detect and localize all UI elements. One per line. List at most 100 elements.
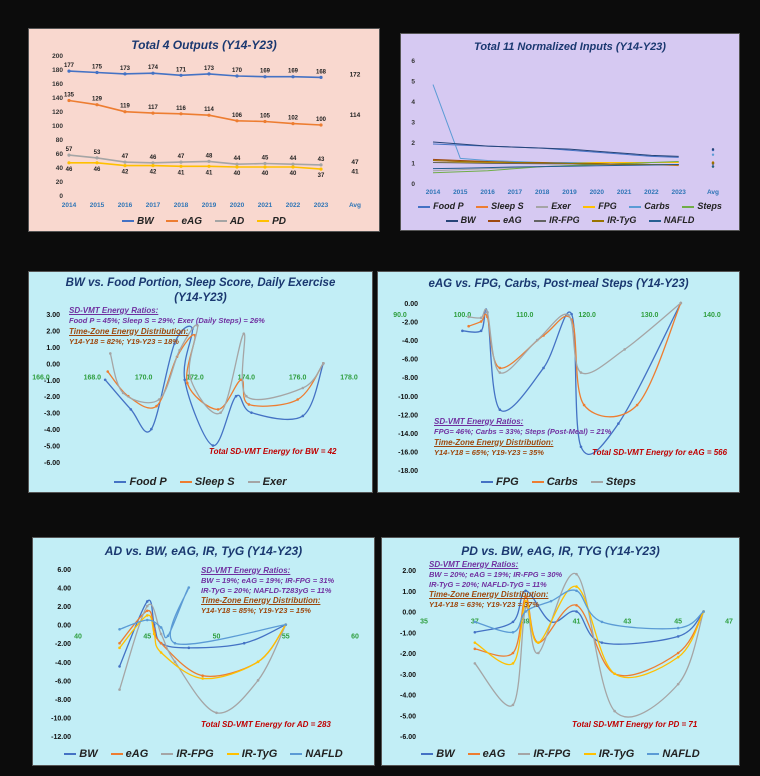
y-tick-label: -18.00 [398, 468, 418, 475]
data-point [173, 660, 177, 664]
data-point [575, 589, 578, 593]
chart-title: Total 4 Outputs (Y14-Y23) [131, 38, 277, 52]
y-tick-label: 2 [411, 140, 415, 147]
x-tick-label: 35 [420, 619, 428, 626]
x-tick-label: 172.0 [186, 374, 204, 381]
avg-label: 47 [351, 159, 359, 166]
legend-item-ir-tyg: IR-TyG [592, 215, 636, 225]
chart-title-line2: (Y14-Y23) [174, 292, 227, 304]
y-tick-label: -5.00 [44, 444, 60, 451]
y-tick-label: -12.00 [51, 734, 71, 741]
data-point [121, 391, 125, 395]
data-label: 40 [262, 171, 269, 177]
annotation-total-energy: Total SD-VMT Energy for BW = 42 [209, 447, 337, 456]
y-tick-label: -4.00 [55, 660, 71, 667]
data-point [524, 606, 527, 609]
data-point [95, 161, 99, 165]
annotation-time-zone: Y14-Y18 = 63%; Y19-Y23 = 37% [429, 600, 539, 609]
data-point [575, 610, 578, 613]
data-point [498, 408, 502, 411]
x-tick-label: Avg [349, 202, 361, 209]
data-point [67, 153, 71, 157]
data-point [235, 74, 239, 78]
chart-title: eAG vs. FPG, Carbs, Post-meal Steps (Y14… [428, 278, 689, 290]
chart-panel-ad-vs-bw: AD vs. BW, eAG, IR, TyG (Y14-Y23) 6.00 4.… [32, 537, 375, 766]
x-tick-label: 2019 [202, 202, 217, 209]
legend-item-sleep-s: Sleep S [179, 476, 235, 488]
data-point [67, 161, 71, 165]
y-tick-label: -4.00 [402, 338, 418, 345]
data-point [95, 70, 99, 75]
data-point [151, 71, 155, 75]
data-point [242, 641, 246, 645]
x-tick-label: 60 [351, 634, 359, 641]
y-tick-label: 180 [52, 67, 63, 74]
data-label: 42 [150, 170, 157, 176]
x-tick-label: 176.0 [289, 374, 307, 381]
y-tick-label: 140 [52, 95, 63, 102]
chart-plot: 2.00 1.00 0.00 -1.00 -2.00 -3.00 -4.00 -5.00 -6.… [400, 568, 733, 741]
data-point [301, 386, 305, 390]
y-tick-label: -1.00 [400, 630, 416, 637]
chart-panel-normalized-inputs: Total 11 Normalized Inputs (Y14-Y23) 0 1 2… [400, 33, 740, 231]
data-label: 41 [206, 170, 213, 176]
x-tick-label: 2021 [258, 202, 273, 209]
x-tick-label: 110.0 [516, 312, 533, 319]
annotation-total-energy: Total SD-VMT Energy for eAG = 566 [592, 448, 728, 457]
data-point [67, 69, 71, 73]
legend-item-exer: Exer [247, 476, 287, 488]
legend-item-carbs: Carbs [629, 201, 670, 211]
y-tick-label: -5.00 [400, 713, 416, 720]
annotation-time-zone: Y14-Y18 = 85%; Y19-Y23 = 15% [201, 606, 311, 615]
y-tick-label: 4.00 [57, 586, 71, 593]
data-label: 42 [122, 170, 129, 176]
data-point [600, 620, 604, 624]
data-label: 173 [120, 66, 131, 72]
avg-label: 41 [351, 168, 359, 175]
legend-item-fpg: FPG [481, 476, 519, 488]
data-point [575, 585, 578, 588]
y-tick-label: 0.00 [404, 301, 418, 308]
data-label: 119 [120, 104, 130, 110]
data-point [473, 641, 477, 644]
data-point [549, 599, 553, 603]
legend-item-bw: BW [445, 215, 476, 225]
data-point [235, 119, 239, 123]
chart-legend: BW eAG IR-FPG IR-TyG NAFLD [382, 748, 739, 760]
series-curve-nafld [474, 589, 705, 634]
data-point [623, 348, 626, 351]
data-point [486, 310, 489, 314]
data-point [152, 632, 156, 636]
y-tick-label: 3 [411, 120, 415, 127]
data-point [159, 641, 163, 645]
data-point [145, 614, 149, 617]
avg-point [711, 153, 715, 156]
data-point [235, 165, 239, 169]
y-tick-label: 0 [59, 193, 63, 200]
data-point [118, 641, 121, 645]
data-point [159, 626, 163, 629]
series-curve-ir-tyg [119, 614, 287, 680]
data-point [537, 641, 540, 644]
x-tick-label: 45 [143, 634, 151, 641]
data-point [95, 103, 99, 107]
x-tick-label: 2018 [174, 202, 189, 209]
data-point [201, 677, 204, 680]
data-point [123, 110, 127, 114]
data-point [256, 679, 260, 682]
data-point [511, 651, 515, 655]
data-point [151, 161, 155, 165]
data-point [579, 371, 583, 374]
data-label: 44 [234, 156, 241, 162]
data-point [473, 620, 477, 624]
y-tick-label: -6.00 [44, 460, 60, 467]
y-tick-label: 160 [52, 81, 63, 88]
data-point [187, 586, 191, 589]
series-curve-eag [474, 596, 705, 677]
y-tick-label: -2.00 [55, 641, 71, 648]
series-line-nafld [432, 164, 679, 170]
legend-item-ir-tyg: IR-TyG [583, 748, 634, 760]
data-point [151, 164, 155, 168]
y-tick-label: 120 [52, 109, 63, 116]
y-tick-label: -1.00 [44, 378, 60, 385]
